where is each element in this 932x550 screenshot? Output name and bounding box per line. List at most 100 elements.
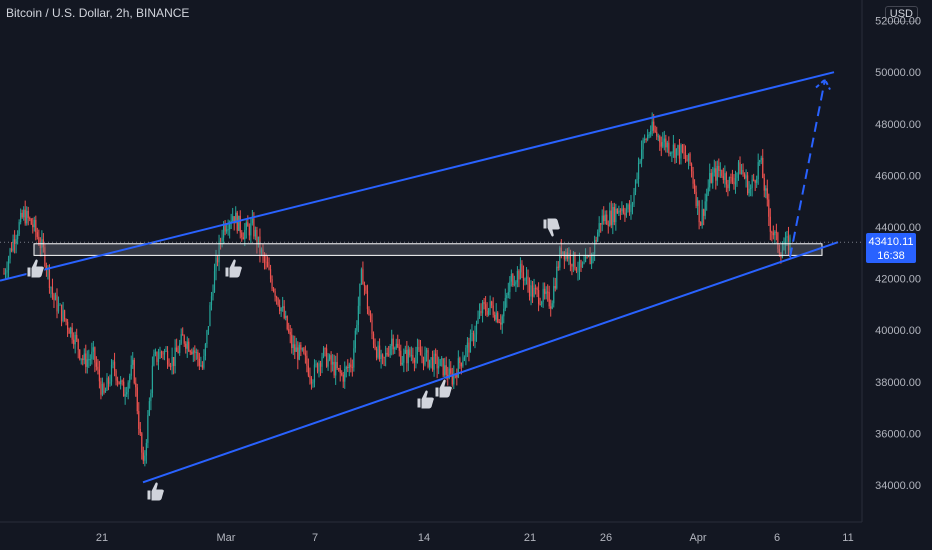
candle-body	[120, 380, 122, 385]
candle-body	[354, 330, 356, 349]
candle-body	[153, 353, 155, 366]
candle-body	[450, 368, 452, 374]
candle-body	[325, 348, 328, 367]
candle-body	[191, 351, 193, 354]
candle-body	[631, 203, 634, 205]
candle-body	[182, 334, 184, 336]
candle-body	[689, 153, 691, 164]
candle-body	[734, 177, 737, 185]
candle-body	[438, 366, 440, 369]
candle-body	[538, 290, 540, 305]
candle-body	[636, 179, 638, 181]
candle-body	[683, 152, 685, 154]
candle-body	[462, 361, 464, 367]
candle-body	[101, 384, 104, 395]
candle-body	[239, 215, 241, 233]
candle-body	[135, 383, 137, 388]
thumbs-up-icon	[26, 258, 45, 279]
candle-body	[435, 353, 437, 356]
candle-body	[154, 351, 157, 354]
candle-body	[189, 351, 191, 353]
candle-body	[257, 236, 260, 245]
candle-body	[783, 246, 785, 251]
candle-body	[554, 286, 556, 289]
candle-body	[48, 267, 51, 289]
candle-body	[245, 222, 247, 230]
candle-body	[754, 180, 756, 183]
candle-body	[771, 231, 773, 233]
candle-body	[7, 258, 10, 271]
candle-body	[6, 270, 8, 273]
candle-body	[668, 142, 670, 154]
candle-body	[597, 232, 599, 242]
candle-body	[509, 281, 511, 293]
candle-body	[163, 350, 166, 355]
candle-body	[330, 355, 332, 365]
candle-body	[686, 158, 688, 162]
candle-body	[209, 305, 211, 327]
candle-body	[548, 292, 550, 307]
candle-body	[615, 208, 617, 223]
candle-body	[17, 234, 19, 240]
candle-body	[504, 298, 506, 309]
candle-body	[733, 181, 735, 185]
candle-body	[226, 229, 228, 232]
candle-body	[428, 359, 431, 367]
candle-body	[395, 343, 397, 349]
candle-body	[221, 237, 223, 242]
candle-body	[491, 301, 493, 306]
candle-body	[419, 349, 422, 356]
candle-body	[653, 121, 655, 131]
candle-body	[98, 369, 101, 382]
candle-body	[647, 134, 649, 140]
candle-body	[113, 361, 116, 371]
candle-body	[522, 272, 525, 281]
candle-body	[356, 324, 358, 331]
candle-body	[304, 353, 306, 356]
candle-body	[62, 310, 64, 321]
candle-body	[777, 232, 779, 249]
candle-body	[378, 345, 381, 360]
candle-body	[260, 249, 263, 253]
candle-body	[107, 378, 110, 384]
candle-body	[431, 357, 434, 370]
candle-body	[74, 335, 76, 345]
candle-body	[398, 347, 400, 351]
candle-body	[73, 339, 75, 345]
candle-body	[769, 216, 771, 232]
candle-body	[503, 308, 505, 317]
thumbs-down-icon	[542, 217, 561, 238]
candle-body	[250, 223, 252, 236]
y-tick-label: 40000.00	[875, 325, 921, 337]
candle-body	[595, 240, 597, 242]
candle-body	[85, 353, 87, 367]
candle-body	[82, 358, 84, 361]
candle-body	[578, 260, 581, 271]
candle-body	[104, 390, 107, 393]
y-tick-label: 36000.00	[875, 428, 921, 440]
candle-body	[392, 338, 394, 350]
candle-body	[498, 322, 500, 324]
projection-arrow-head	[815, 77, 831, 90]
candle-body	[197, 351, 199, 359]
candle-body	[362, 269, 364, 285]
candle-body	[704, 201, 706, 216]
candle-body	[765, 188, 767, 191]
candle-body	[33, 219, 35, 228]
candle-body	[100, 381, 102, 395]
candle-body	[332, 361, 334, 365]
candle-body	[762, 157, 764, 179]
candle-body	[38, 236, 40, 245]
candle-body	[103, 384, 105, 393]
currency-button[interactable]: USD	[884, 6, 918, 22]
candle-body	[372, 333, 375, 345]
candle-body	[345, 366, 347, 370]
candle-body	[94, 347, 96, 363]
candle-body	[594, 240, 596, 254]
candle-body	[115, 370, 117, 381]
candle-body	[327, 359, 329, 367]
candle-body	[598, 223, 600, 233]
candle-body	[415, 354, 417, 363]
candle-body	[15, 239, 17, 244]
